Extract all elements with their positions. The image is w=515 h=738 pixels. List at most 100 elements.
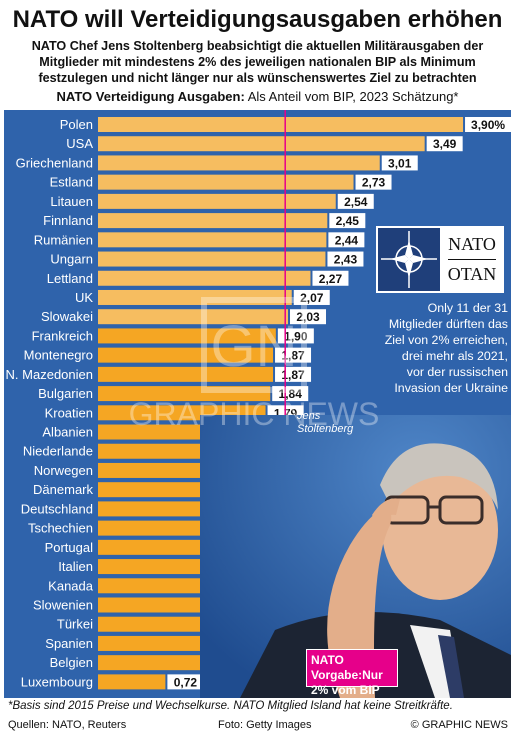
value-box: [355, 174, 392, 190]
value-label: 2,54: [344, 195, 368, 209]
footnote: *Basis sind 2015 Preise und Wechselkurse…: [8, 700, 453, 712]
category-label: Polen: [60, 117, 93, 132]
category-label: Kanada: [48, 578, 94, 593]
bar: [98, 309, 289, 325]
category-label: Belgien: [50, 655, 93, 670]
category-label: Frankreich: [32, 328, 93, 343]
category-label: UK: [75, 290, 93, 305]
value-box: [293, 289, 330, 305]
category-label: Kroatien: [45, 405, 93, 420]
value-box: [312, 270, 349, 286]
value-label: 2,43: [334, 253, 358, 267]
category-label: Dänemark: [33, 482, 93, 497]
category-label: Italien: [58, 559, 93, 574]
value-label: 2,07: [300, 291, 324, 305]
value-label: 3,90%: [471, 118, 505, 132]
logo-otan-text: OTAN: [447, 264, 497, 284]
category-label: Ungarn: [50, 252, 93, 267]
bar: [98, 193, 336, 209]
category-label: Lettland: [47, 271, 93, 286]
page-title: NATO will Verteidigungsausgaben erhöhen: [12, 6, 503, 33]
bar: [98, 232, 327, 248]
value-label: 2,03: [296, 310, 320, 324]
value-label: 1,90: [284, 329, 308, 343]
photo-credit: Foto: Getty Images: [218, 719, 312, 731]
value-box: [272, 386, 309, 402]
callout-line: 2% vom BIP: [311, 683, 380, 697]
value-label: 3,01: [388, 156, 412, 170]
bar: [98, 366, 274, 382]
category-label: Albanien: [42, 425, 93, 440]
category-label: Estland: [50, 175, 93, 190]
category-label: Bulgarien: [38, 386, 93, 401]
subtitle-line: Mitglieder mit mindestens 2% des jeweili…: [39, 55, 476, 69]
value-box: [277, 328, 314, 344]
bar: [98, 386, 271, 402]
note-line: vor der russischen: [406, 365, 508, 379]
category-label: Rumänien: [34, 232, 93, 247]
value-box: [327, 251, 364, 267]
target-callout: NATO Vorgabe:Nur 2% vom BIP: [306, 649, 398, 697]
category-label: Niederlande: [23, 444, 93, 459]
category-label: Tschechien: [28, 521, 93, 536]
nato-wordmark: NATO OTAN: [442, 228, 502, 291]
bar: [98, 136, 425, 152]
nato-logo: NATO OTAN: [376, 226, 504, 293]
logo-nato-text: NATO: [448, 234, 496, 254]
bar: [98, 174, 354, 190]
value-box: [167, 674, 204, 690]
category-label: Slowenien: [33, 598, 93, 613]
nato-compass-emblem: [378, 228, 440, 291]
bar: [98, 635, 216, 651]
value-label: 2,27: [319, 272, 343, 286]
category-label: Litauen: [50, 194, 93, 209]
category-label: Portugal: [45, 540, 94, 555]
value-box: [329, 213, 366, 229]
bar: [98, 674, 166, 690]
value-label: 0,72: [174, 675, 198, 689]
value-label: 2,73: [362, 176, 386, 190]
note-line: Invasion der Ukraine: [394, 381, 508, 395]
value-box: [337, 193, 374, 209]
category-label: Spanien: [45, 636, 93, 651]
note-line: Ziel von 2% erreichen,: [384, 333, 508, 347]
logo-divider: [448, 259, 496, 260]
category-label: USA: [66, 136, 93, 151]
subtitle-line: NATO Chef Jens Stoltenberg beabsichtigt …: [31, 39, 484, 53]
value-box: [465, 117, 511, 132]
credits: Quellen: NATO, Reuters Foto: Getty Image…: [8, 719, 508, 733]
value-box: [381, 155, 418, 171]
value-box: [275, 347, 312, 363]
person-caption: Jens Stoltenberg: [297, 410, 377, 436]
bar: [98, 289, 292, 305]
chart-heading: NATO Verteidigung Ausgaben: Als Anteil v…: [0, 89, 515, 104]
bar: [98, 347, 274, 363]
bar: [98, 213, 328, 229]
bar: [98, 616, 221, 632]
category-label: Luxembourg: [21, 674, 93, 689]
value-label: 1,87: [281, 349, 305, 363]
category-label: Slowakei: [41, 309, 93, 324]
value-box: [275, 366, 312, 382]
category-label: Deutschland: [21, 501, 93, 516]
bar: [98, 597, 225, 613]
subtitle-line: festzulegen und nicht länger nur als wün…: [38, 71, 477, 85]
value-label: 2,45: [336, 214, 360, 228]
note-line: Only 11 der 31: [427, 301, 508, 315]
subtitle: NATO Chef Jens Stoltenberg beabsichtigt …: [4, 38, 511, 86]
caption-line: Stoltenberg: [297, 423, 354, 435]
caption-line: Jens: [297, 410, 321, 422]
category-label: Türkei: [57, 617, 93, 632]
member-note: Only 11 der 31 Mitglieder dürften das Zi…: [376, 300, 508, 396]
sources-credit: Quellen: NATO, Reuters: [8, 719, 127, 731]
category-label: Finnland: [43, 213, 93, 228]
value-label: 1,84: [279, 387, 303, 401]
category-label: Montenegro: [24, 348, 93, 363]
bar: [98, 655, 204, 671]
callout-line: NATO Vorgabe:Nur: [311, 653, 383, 682]
category-label: Norwegen: [34, 463, 93, 478]
chart-heading-label: NATO Verteidigung Ausgaben:: [56, 89, 245, 104]
value-label: 1,87: [281, 368, 305, 382]
value-label: 3,49: [433, 137, 457, 151]
compass-star-icon: [381, 231, 437, 288]
